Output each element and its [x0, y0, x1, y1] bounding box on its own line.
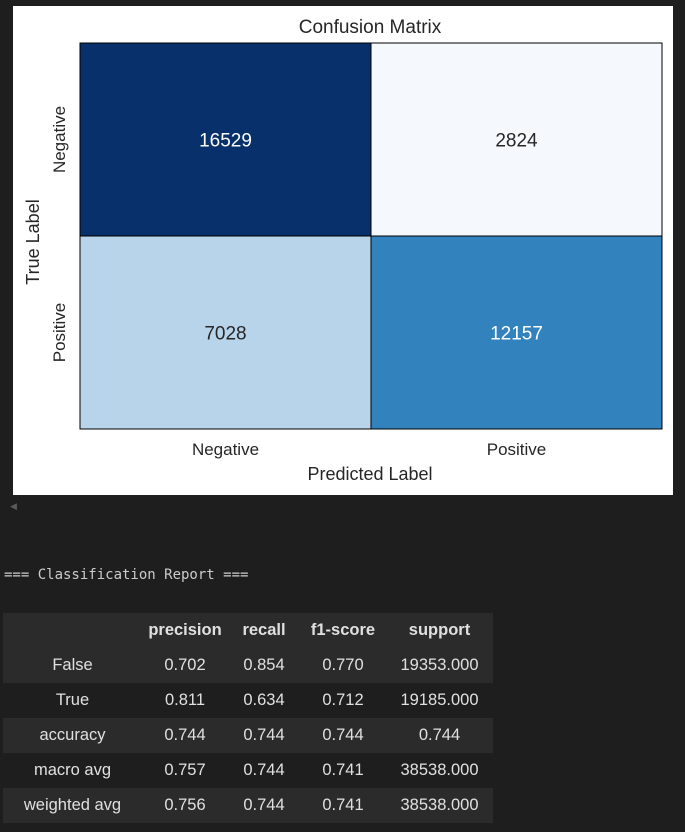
row-label: accuracy [39, 726, 106, 744]
cell-precision: 0.744 [164, 726, 206, 744]
y-tick-label: Negative [50, 106, 69, 173]
cell-recall: 0.854 [243, 656, 285, 674]
cell-support: 38538.000 [400, 796, 479, 814]
report-heading: === Classification Report === [4, 567, 249, 583]
row-label: weighted avg [23, 796, 122, 814]
cell-value-label: 12157 [490, 324, 543, 345]
heatmap-cells: 16529 2824 7028 12157 [79, 42, 663, 430]
classification-report-table: precision recall f1-score support False … [3, 613, 493, 823]
cell-f1-score: 0.741 [322, 796, 364, 814]
cell-support: 0.744 [418, 726, 461, 744]
cell-f1-score: 0.744 [322, 726, 364, 744]
x-axis-label: Predicted Label [307, 464, 432, 484]
cell-value-label: 16529 [199, 131, 252, 152]
table-header-row: precision recall f1-score support [3, 613, 493, 648]
row-label: macro avg [33, 761, 112, 779]
cell-recall: 0.744 [243, 761, 285, 779]
cell-recall: 0.744 [243, 726, 285, 744]
heatmap-cell [79, 42, 372, 237]
table-row: weighted avg 0.756 0.744 0.741 38538.000 [3, 788, 493, 823]
cell-f1-score: 0.770 [322, 656, 364, 674]
cell-value-label: 2824 [495, 131, 538, 152]
header-precision: precision [148, 621, 222, 639]
header-recall: recall [242, 621, 286, 639]
header-index [3, 613, 142, 648]
row-label: True [55, 691, 90, 709]
heatmap-cell [370, 42, 663, 237]
cell-precision: 0.811 [164, 691, 206, 709]
table-row: False 0.702 0.854 0.770 19353.000 [3, 648, 493, 683]
heatmap-cell [79, 235, 372, 430]
row-label: False [52, 656, 93, 674]
y-tick-labels: Negative Positive [50, 106, 69, 362]
left-arrow-icon[interactable]: ◀ [10, 502, 17, 512]
cell-support: 19185.000 [400, 691, 479, 709]
chart-title: Confusion Matrix [299, 17, 442, 38]
table-row: True 0.811 0.634 0.712 19185.000 [3, 683, 493, 718]
cell-precision: 0.757 [164, 761, 206, 779]
y-tick-label: Positive [50, 303, 69, 363]
x-tick-labels: Negative Positive [192, 440, 546, 459]
cell-support: 19353.000 [400, 656, 479, 674]
x-tick-label: Positive [487, 440, 547, 459]
cell-support: 38538.000 [400, 761, 479, 779]
cell-f1-score: 0.741 [322, 761, 364, 779]
cell-value-label: 7028 [204, 324, 246, 345]
table-row: accuracy 0.744 0.744 0.744 0.744 [3, 718, 493, 753]
table-row: macro avg 0.757 0.744 0.741 38538.000 [3, 753, 493, 788]
cell-recall: 0.744 [243, 796, 285, 814]
confusion-matrix-figure: Confusion Matrix 16529 2824 7028 12157 Nega… [13, 6, 673, 495]
confusion-matrix-chart: Confusion Matrix 16529 2824 7028 12157 Nega… [23, 17, 663, 484]
cell-precision: 0.756 [164, 796, 206, 814]
heatmap-cell [370, 235, 663, 430]
x-tick-label: Negative [192, 440, 259, 459]
cell-f1-score: 0.712 [322, 691, 364, 709]
cell-precision: 0.702 [164, 656, 206, 674]
header-support: support [408, 621, 471, 639]
header-f1-score: f1-score [310, 621, 376, 639]
cell-recall: 0.634 [243, 691, 285, 709]
y-axis-label: True Label [23, 199, 43, 284]
